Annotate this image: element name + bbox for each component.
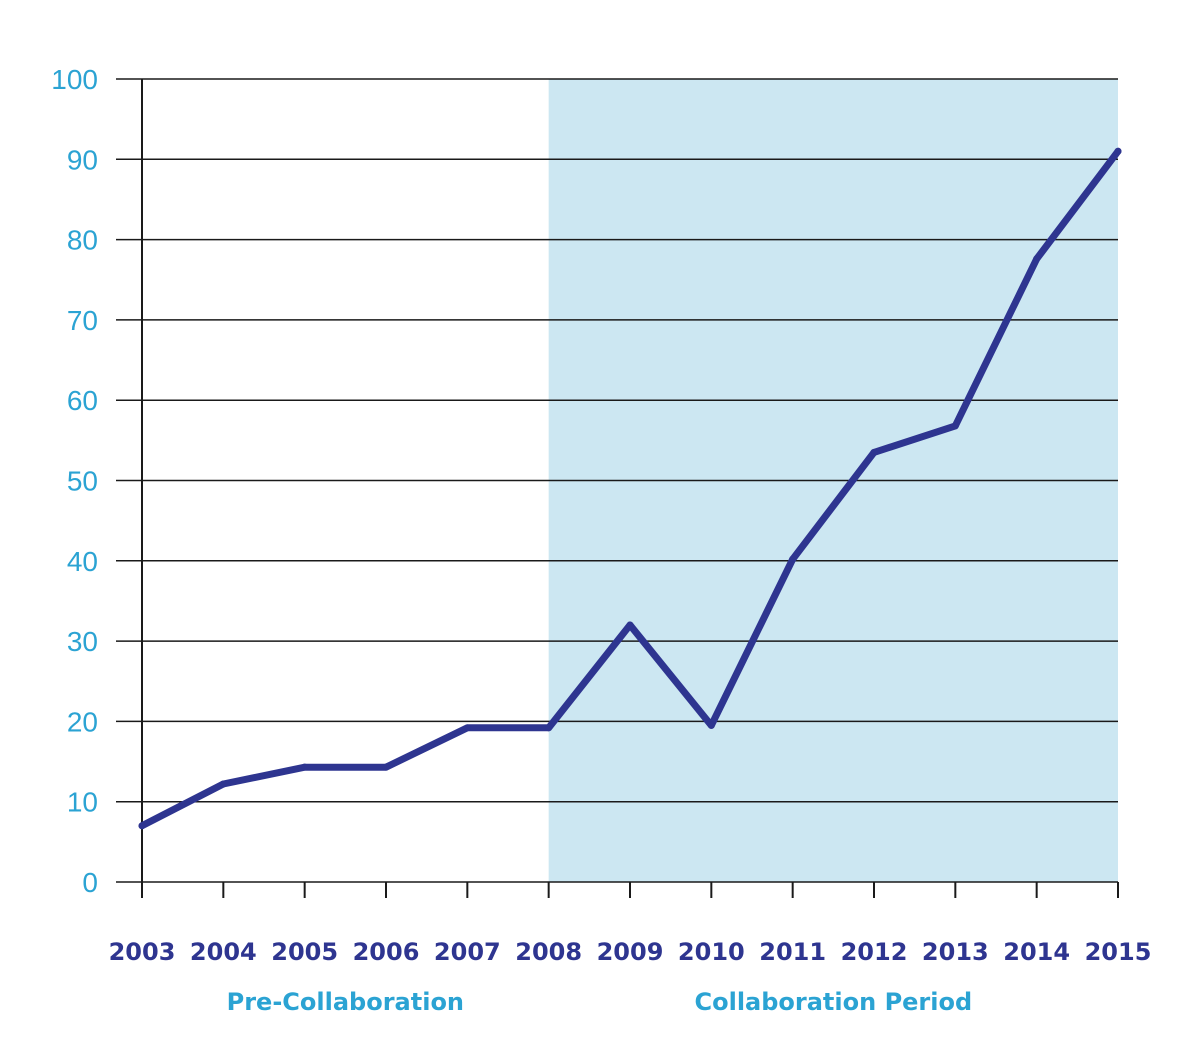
period-label-collaboration-period: Collaboration Period: [694, 988, 972, 1016]
y-tick-label-90: 90: [67, 144, 98, 175]
y-tick-label-70: 70: [67, 305, 98, 336]
x-tick-label-2012: 2012: [841, 938, 908, 966]
data-point-2007: [463, 724, 471, 732]
data-point-2010: [707, 721, 715, 729]
x-tick-label-2008: 2008: [515, 938, 582, 966]
x-tick-label-2014: 2014: [1003, 938, 1070, 966]
data-point-2009: [626, 621, 634, 629]
data-point-2013: [951, 422, 959, 430]
y-tick-label-50: 50: [67, 466, 98, 497]
period-labels: Pre-Collaboration Collaboration Period: [227, 988, 973, 1016]
data-point-2004: [219, 780, 227, 788]
y-tick-label-40: 40: [67, 546, 98, 577]
data-point-2015: [1114, 147, 1122, 155]
data-point-2011: [789, 555, 797, 563]
y-tick-label-10: 10: [67, 787, 98, 818]
x-tick-labels: 2003 2004 2005 2006 2007 2008 2009 2010 2011 2012…: [109, 938, 1152, 966]
x-tick-label-2015: 2015: [1085, 938, 1152, 966]
x-tick-label-2003: 2003: [109, 938, 176, 966]
data-point-2003: [138, 822, 146, 830]
gridlines: [116, 78, 1118, 883]
x-tick-label-2005: 2005: [271, 938, 338, 966]
data-series: [138, 147, 1122, 830]
x-axis: [141, 882, 1119, 898]
x-tick-label-2006: 2006: [353, 938, 420, 966]
y-tick-label-20: 20: [67, 706, 98, 737]
x-tick-label-2009: 2009: [597, 938, 664, 966]
x-tick-label-2004: 2004: [190, 938, 257, 966]
data-point-2012: [870, 448, 878, 456]
y-tick-label-30: 30: [67, 626, 98, 657]
data-point-2005: [301, 763, 309, 771]
y-tick-labels: 0 10 20 30 40 50 60 70 80 90 100: [51, 64, 98, 898]
data-point-2006: [382, 763, 390, 771]
x-tick-label-2010: 2010: [678, 938, 745, 966]
x-tick-label-2011: 2011: [759, 938, 826, 966]
data-point-2008: [545, 724, 553, 732]
y-tick-label-100: 100: [51, 64, 98, 95]
x-tick-label-2007: 2007: [434, 938, 501, 966]
period-label-pre-collaboration: Pre-Collaboration: [227, 988, 464, 1016]
y-tick-label-60: 60: [67, 385, 98, 416]
y-tick-label-0: 0: [82, 867, 98, 898]
x-tick-label-2013: 2013: [922, 938, 989, 966]
data-point-2014: [1033, 255, 1041, 263]
y-tick-label-80: 80: [67, 225, 98, 256]
